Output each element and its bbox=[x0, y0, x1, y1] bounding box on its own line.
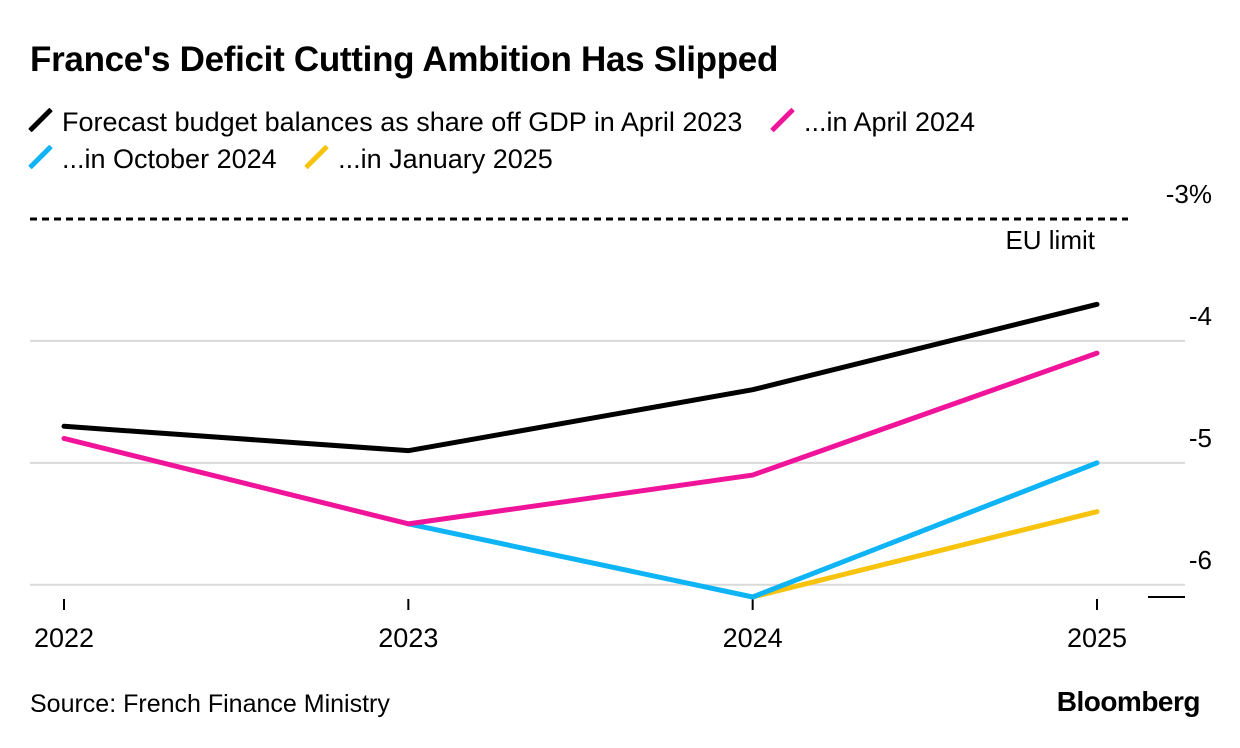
chart-title: France's Deficit Cutting Ambition Has Sl… bbox=[30, 40, 779, 79]
chart-legend: Forecast budget balances as share off GD… bbox=[30, 104, 1180, 178]
x-tick-label: 2025 bbox=[1067, 623, 1127, 653]
bloomberg-logo: Bloomberg bbox=[1056, 686, 1201, 717]
x-axis-ticks: 2022 2023 2024 2025 bbox=[34, 599, 1127, 653]
legend-label: Forecast budget balances as share off GD… bbox=[62, 107, 743, 137]
y-tick-label: -5 bbox=[1189, 423, 1212, 453]
legend-row-1: Forecast budget balances as share off GD… bbox=[30, 104, 1180, 141]
eu-limit-label: EU limit bbox=[1005, 225, 1095, 255]
y-tick-label: -4 bbox=[1189, 301, 1212, 331]
x-tick-label: 2024 bbox=[723, 623, 783, 653]
legend-label: ...in January 2025 bbox=[338, 144, 553, 174]
source-note: Source: French Finance Ministry bbox=[30, 690, 390, 718]
legend-item-october-2024: ...in October 2024 bbox=[30, 141, 277, 178]
reference-line-group: EU limit bbox=[30, 217, 1128, 255]
series-line bbox=[61, 350, 1100, 527]
legend-item-april-2023: Forecast budget balances as share off GD… bbox=[30, 104, 742, 141]
y-axis-tick-labels: -3% -4 -5 -6 bbox=[1166, 179, 1212, 575]
grid-lines bbox=[30, 339, 1185, 598]
series-line bbox=[750, 509, 1100, 600]
y-tick-label: -6 bbox=[1189, 545, 1212, 575]
series-line bbox=[61, 301, 1100, 454]
legend-row-2: ...in October 2024 ...in January 2025 bbox=[30, 141, 1180, 178]
x-tick-label: 2023 bbox=[378, 623, 438, 653]
y-tick-label: -3% bbox=[1166, 179, 1212, 209]
legend-label: ...in April 2024 bbox=[803, 107, 976, 137]
legend-item-april-2024: ...in April 2024 bbox=[772, 104, 975, 141]
series-lines bbox=[61, 301, 1100, 600]
x-tick-label: 2022 bbox=[34, 623, 94, 653]
line-chart: EU limit -3% -4 -5 -6 2022 2023 2024 2025 bbox=[30, 179, 1212, 653]
legend-item-january-2025: ...in January 2025 bbox=[306, 141, 553, 178]
legend-label: ...in October 2024 bbox=[62, 144, 277, 174]
series-line bbox=[405, 460, 1100, 600]
